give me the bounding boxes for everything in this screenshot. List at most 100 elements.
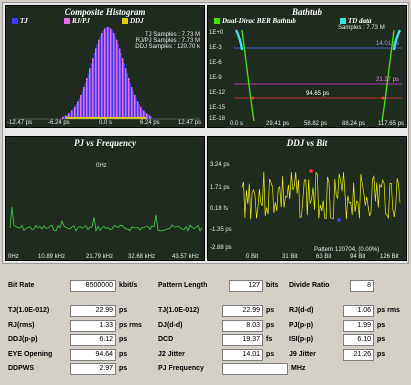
- measurement-label: PJ Frequency: [158, 365, 204, 372]
- measurement-unit: ps: [119, 307, 128, 314]
- measurement-value: 22.99: [70, 305, 116, 317]
- pj-frequency-panel[interactable]: PJ vs Frequency 0Hz 0Hz 10.89 kHz 21.79 …: [5, 136, 205, 261]
- bathtub-samples: Samples : 7.73 M: [338, 25, 385, 31]
- bathtub-xtick: 0.0 s: [230, 121, 244, 127]
- measurement-label: TJ(1.0E-012): [158, 307, 200, 314]
- histogram-bar: [69, 112, 71, 119]
- bathtub-xtick: 117.65 ps: [378, 121, 404, 127]
- bit-rate-label: Bit Rate: [8, 282, 35, 289]
- ddj-ytick: 0.18 fs: [210, 206, 229, 212]
- histogram-bar: [120, 53, 122, 119]
- measurement-unit: ps: [377, 350, 386, 358]
- histogram-bar: [71, 110, 73, 119]
- histogram-legend: TJ RJ/PJ DDJ: [10, 17, 200, 26]
- histogram-xtick: 6.24 ps: [140, 120, 160, 126]
- measurement-unit: ps: [119, 336, 128, 343]
- measurement-value: 14.01: [222, 348, 263, 361]
- bathtub-label-j2: 14.01 ps: [376, 41, 400, 47]
- ddj-bit-panel[interactable]: DDJ vs Bit 3.24 ps 1.71 ps 0.18 fs -1.35…: [207, 136, 407, 261]
- histogram-bar: [77, 101, 79, 119]
- histogram-bar: [144, 112, 146, 119]
- histogram-bar: [72, 108, 74, 119]
- measurement-unit: ps: [266, 307, 275, 314]
- histogram-bar: [126, 73, 128, 119]
- bathtub-ytick: 1E-3: [209, 45, 222, 51]
- measurement-area: Bit Rate 8500000 kbit/s Pattern Length 1…: [0, 267, 411, 385]
- measurement-row: DDJ(p-p) 6.12 ps DCD 19.37 fs ISI(p-p) 6.10 ps: [0, 334, 411, 348]
- measurement-label: ISI(p-p): [289, 336, 314, 343]
- bathtub-ytick: 1E-15: [209, 105, 226, 111]
- bathtub-ytick: 1E-12: [209, 90, 226, 96]
- measurement-unit: ps: [266, 321, 275, 329]
- histogram-stat-ddj: DDJ Samples : 120.70 k: [135, 44, 200, 50]
- pattern-length-input[interactable]: 127: [229, 280, 263, 292]
- histogram-stat-rjpj: RJ/PJ Samples : 7.73 M: [135, 38, 200, 44]
- histogram-bar: [99, 36, 101, 119]
- ddj-xtick: 126 Bit: [380, 254, 399, 260]
- params-row: Bit Rate 8500000 kbit/s Pattern Length 1…: [0, 280, 411, 294]
- ddj-xtick: 94 Bit: [350, 254, 366, 260]
- pattern-length-unit: bits: [266, 282, 279, 289]
- histogram-bar: [138, 104, 140, 119]
- measurement-row: TJ(1.0E-012) 22.99 ps TJ(1.0E-012) 22.99 ps RJ…: [0, 305, 411, 319]
- histogram-bar: [68, 113, 70, 119]
- histogram-bar: [89, 68, 91, 119]
- bathtub-panel[interactable]: Bathtub Dual-Dirac BER Bathtub TD data S…: [207, 5, 407, 128]
- histogram-bar: [129, 82, 131, 119]
- pj-xtick: 0Hz: [8, 254, 19, 260]
- bathtub-legend: Dual-Dirac BER Bathtub TD data: [212, 17, 402, 26]
- pj-xtick: 43.57 kHz: [172, 254, 200, 260]
- histogram-bar: [128, 78, 130, 119]
- histogram-bar: [123, 63, 125, 119]
- pj-plot: [9, 206, 203, 232]
- bit-rate-unit: kbit/s: [119, 282, 138, 289]
- measurement-value: 6.10: [343, 334, 374, 346]
- bathtub-ytick: 1E-6: [209, 60, 222, 66]
- pj-xtick: 32.68 kHz: [128, 254, 156, 260]
- measurement-value: 8.03: [222, 319, 263, 332]
- histogram-bar: [75, 104, 77, 119]
- ddj-ytick: -2.88 ps: [210, 245, 232, 251]
- measurement-label: RJ(d-d): [289, 307, 314, 314]
- histogram-bar: [102, 30, 104, 120]
- measurement-value: [222, 363, 288, 375]
- pj-peak-label: 0Hz: [96, 163, 107, 169]
- legend-bathtub: Dual-Dirac BER Bathtub: [214, 17, 296, 25]
- histogram-bar: [84, 82, 86, 119]
- histogram-xtick: -12.47 ps: [7, 120, 33, 126]
- ddj-xtick: 31 Bit: [282, 254, 298, 260]
- histogram-bar: [87, 73, 89, 119]
- measurement-value: 94.64: [70, 348, 116, 361]
- measurement-value: 1.33: [70, 319, 116, 332]
- histogram-bar: [66, 114, 68, 119]
- measurement-value: 1.06: [343, 305, 374, 317]
- measurement-row: EYE Opening 94.64 ps J2 Jitter 14.01 ps J9 Jit…: [0, 348, 411, 363]
- ddj-xtick: 0 Bit: [246, 254, 259, 260]
- measurement-label: J2 Jitter: [158, 350, 185, 358]
- histogram-bar: [116, 39, 118, 119]
- histogram-bar: [134, 94, 136, 119]
- measurement-unit: MHz: [291, 365, 306, 372]
- ddj-ytick: 1.71 ps: [210, 185, 230, 191]
- histogram-bar: [92, 58, 94, 119]
- histogram-bar: [132, 91, 134, 119]
- measurement-label: DDPWS: [8, 365, 35, 372]
- histogram-bar: [117, 43, 119, 119]
- histogram-bar: [125, 68, 127, 119]
- histogram-bar: [63, 116, 65, 119]
- bit-rate-input[interactable]: 8500000: [70, 280, 116, 292]
- histogram-panel[interactable]: Composite Histogram TJ RJ/PJ DDJ TJ Samp…: [5, 5, 205, 128]
- histogram-bar: [122, 58, 124, 119]
- measurement-label: PJ(p-p): [289, 321, 314, 329]
- histogram-bar: [104, 28, 106, 119]
- ddj-ytick: -1.35 ps: [210, 227, 232, 233]
- histogram-bar: [131, 87, 133, 119]
- ddj-xtick: 63 Bit: [316, 254, 332, 260]
- divide-ratio-input[interactable]: 8: [350, 280, 374, 292]
- histogram-bar: [110, 28, 112, 119]
- legend-ddj: DDJ: [122, 17, 144, 25]
- histogram-bar: [96, 43, 98, 119]
- histogram-bar: [150, 116, 152, 119]
- histogram-bar: [113, 32, 115, 119]
- measurement-row: RJ(rms) 1.33 ps rms DJ(d-d) 8.03 ps PJ(p-p) 1.9…: [0, 319, 411, 334]
